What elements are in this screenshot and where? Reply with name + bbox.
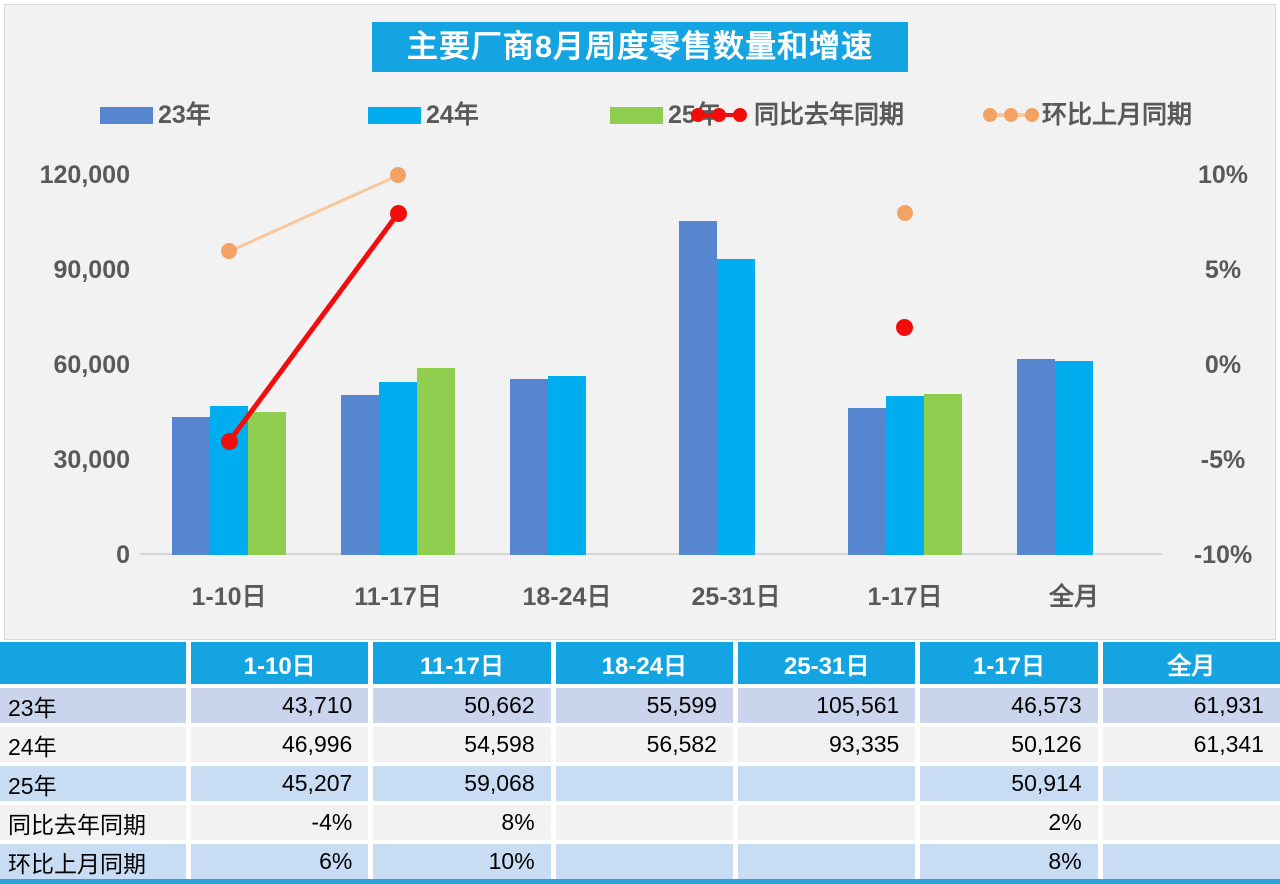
table-corner-cell	[0, 642, 186, 684]
table-cell	[737, 844, 916, 879]
table-cell: 93,335	[737, 727, 916, 762]
legend-dot-yoy-icon	[733, 108, 747, 122]
table-cell	[555, 844, 733, 879]
bar-24年-全月	[1055, 361, 1093, 555]
table-bottom-border	[0, 879, 1280, 884]
table-cell: 50,914	[920, 766, 1098, 801]
table-col-header: 1-10日	[191, 642, 369, 684]
marker-同比去年同期-11-17日	[389, 204, 407, 222]
table-cell	[555, 805, 733, 840]
y-axis-tick: 0	[116, 541, 130, 569]
table-cell: 56,582	[555, 727, 733, 762]
legend-swatch-24-icon	[368, 107, 421, 124]
marker-同比去年同期-1-17日	[896, 318, 914, 336]
legend-label-mom: 环比上月同期	[1042, 101, 1193, 129]
table-cell: -4%	[191, 805, 369, 840]
bar-24年-1-17日	[886, 396, 924, 555]
table-cell	[737, 805, 916, 840]
table-row-label: 25年	[0, 766, 186, 801]
legend-dot-mom-icon	[1025, 108, 1039, 122]
x-axis-label: 全月	[1048, 583, 1099, 611]
bar-24年-25-31日	[717, 259, 755, 555]
x-axis-label: 25-31日	[691, 583, 781, 611]
bar-25年-11-17日	[417, 368, 455, 555]
table-row-label: 24年	[0, 727, 186, 762]
table-row-label: 同比去年同期	[0, 805, 186, 840]
y-axis-tick: 120,000	[39, 161, 130, 189]
table-cell: 50,662	[373, 688, 551, 723]
x-axis-line	[140, 553, 1162, 555]
legend-dot-mom-icon	[983, 108, 997, 122]
table-row-label: 23年	[0, 688, 186, 723]
legend-dot-yoy-icon	[691, 108, 705, 122]
y-axis-tick: -5%	[1200, 446, 1246, 474]
table-cell: 61,931	[1102, 688, 1280, 723]
table-cell	[555, 766, 733, 801]
x-axis-label: 1-10日	[191, 583, 267, 611]
table-cell	[737, 766, 916, 801]
data-table: 1-10日 11-17日 18-24日 25-31日 1-17日 全月 23年 4…	[0, 642, 1280, 879]
bar-23年-1-10日	[172, 417, 210, 555]
marker-同比去年同期-1-10日	[220, 432, 238, 450]
x-axis-label: 1-17日	[867, 583, 943, 611]
table-col-header: 25-31日	[737, 642, 916, 684]
table-cell: 8%	[920, 844, 1098, 879]
bar-24年-18-24日	[548, 376, 586, 555]
legend-label-23: 23年	[158, 101, 211, 129]
table-cell: 2%	[920, 805, 1098, 840]
table-cell	[1102, 766, 1280, 801]
y-axis-tick: 0%	[1204, 351, 1242, 379]
table-col-header: 18-24日	[555, 642, 733, 684]
table-cell: 46,573	[920, 688, 1098, 723]
table-cell: 45,207	[191, 766, 369, 801]
chart-title: 主要厂商8月周度零售数量和增速	[372, 22, 908, 72]
table-cell	[1102, 805, 1280, 840]
table-cell: 6%	[191, 844, 369, 879]
table-cell	[1102, 844, 1280, 879]
y-axis-tick: 90,000	[53, 256, 130, 284]
y-axis-tick: 10%	[1197, 161, 1249, 189]
table-cell: 50,126	[920, 727, 1098, 762]
chart-area: 主要厂商8月周度零售数量和增速 23年 24年 25年 同比去年同期 环比上月同…	[4, 4, 1276, 640]
bar-23年-18-24日	[510, 379, 548, 555]
bar-24年-1-10日	[210, 406, 248, 555]
bar-23年-1-17日	[848, 408, 886, 555]
x-axis-label: 11-17日	[354, 583, 442, 611]
legend-swatch-25-icon	[610, 107, 663, 124]
table-cell: 46,996	[191, 727, 369, 762]
legend-swatch-23-icon	[100, 107, 153, 124]
table-col-header: 全月	[1102, 642, 1280, 684]
table-col-header: 11-17日	[373, 642, 551, 684]
table-cell: 61,341	[1102, 727, 1280, 762]
bar-23年-11-17日	[341, 395, 379, 555]
marker-环比上月同期-1-17日	[896, 205, 913, 221]
marker-环比上月同期-1-10日	[221, 243, 238, 259]
bar-24年-11-17日	[379, 382, 417, 555]
y-axis-tick: 5%	[1204, 256, 1242, 284]
y-axis-tick: -10%	[1193, 541, 1253, 569]
bar-23年-25-31日	[679, 221, 717, 555]
table-row-label: 环比上月同期	[0, 844, 186, 879]
table-col-header: 1-17日	[920, 642, 1098, 684]
table-cell: 43,710	[191, 688, 369, 723]
table-cell: 59,068	[373, 766, 551, 801]
table-cell: 55,599	[555, 688, 733, 723]
legend-label-24: 24年	[426, 101, 479, 129]
legend-label-yoy: 同比去年同期	[754, 101, 905, 129]
bar-23年-全月	[1017, 359, 1055, 555]
y-axis-tick: 60,000	[53, 351, 130, 379]
y-axis-tick: 30,000	[53, 446, 130, 474]
table-cell: 10%	[373, 844, 551, 879]
marker-环比上月同期-11-17日	[390, 167, 407, 183]
legend-dot-mom-icon	[1004, 108, 1018, 122]
bar-25年-1-17日	[924, 394, 962, 555]
legend-dot-yoy-icon	[712, 108, 726, 122]
x-axis-label: 18-24日	[522, 583, 612, 611]
bar-25年-1-10日	[248, 412, 286, 555]
table-cell: 8%	[373, 805, 551, 840]
table-cell: 105,561	[737, 688, 916, 723]
table-cell: 54,598	[373, 727, 551, 762]
